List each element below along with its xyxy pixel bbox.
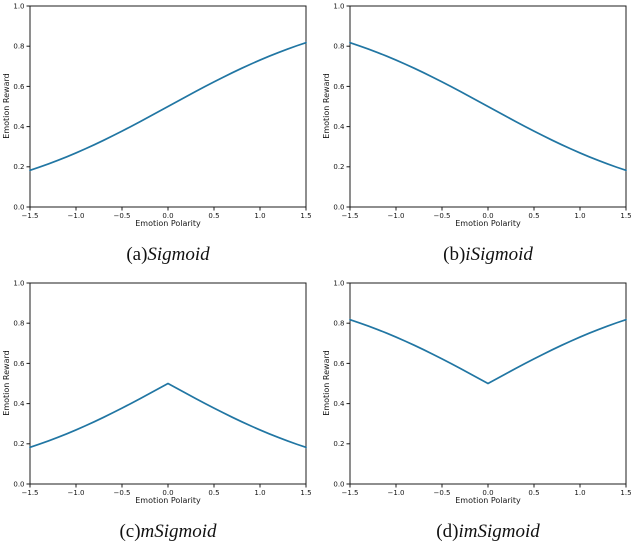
x-tick-label: 1.0 bbox=[254, 489, 265, 497]
caption-b: (b)iSigmoid bbox=[350, 244, 626, 266]
y-tick-label: 0.8 bbox=[13, 43, 24, 51]
x-tick-label: 1.0 bbox=[254, 212, 265, 220]
caption-prefix: (a) bbox=[126, 244, 148, 265]
x-tick-label: 1.0 bbox=[574, 489, 585, 497]
y-tick-label: 0.0 bbox=[333, 480, 344, 488]
x-axis-label: Emotion Polarity bbox=[135, 219, 201, 228]
curve-c bbox=[29, 382, 307, 449]
plot-canvas-c: −1.5 −1.0 −0.5 0.0 0.5 1.0 1.5 0.0 0.2 0.4 0.6 0.8 1… bbox=[2, 279, 312, 505]
y-tick-label: 0.0 bbox=[13, 480, 24, 488]
y-tick-label: 0.8 bbox=[333, 320, 344, 328]
y-tick-label: 0.6 bbox=[13, 360, 25, 368]
x-axis-label: Emotion Polarity bbox=[455, 219, 521, 228]
subplot-d-imsigmoid: −1.5 −1.0 −0.5 0.0 0.5 1.0 1.5 0.0 0.2 0.4 0.6 0.8 1… bbox=[320, 277, 640, 554]
caption-prefix: (b) bbox=[443, 244, 466, 265]
x-axis-label: Emotion Polarity bbox=[135, 496, 201, 505]
plot-canvas-d: −1.5 −1.0 −0.5 0.0 0.5 1.0 1.5 0.0 0.2 0.4 0.6 0.8 1… bbox=[322, 279, 632, 505]
x-tick-label: −1.0 bbox=[388, 489, 405, 497]
y-tick-label: 0.4 bbox=[13, 400, 25, 408]
caption-label: Sigmoid bbox=[147, 244, 210, 265]
x-tick-label: −1.0 bbox=[388, 212, 405, 220]
caption-c: (c)mSigmoid bbox=[30, 521, 306, 543]
y-axis-label: Emotion Reward bbox=[2, 350, 11, 415]
y-tick-label: 0.4 bbox=[13, 123, 25, 131]
x-tick-label: −1.0 bbox=[68, 489, 85, 497]
y-axis-label: Emotion Reward bbox=[322, 350, 331, 415]
y-tick-label: 0.8 bbox=[13, 320, 24, 328]
x-tick-label: −1.0 bbox=[68, 212, 85, 220]
subplot-b-isigmoid: −1.5 −1.0 −0.5 0.0 0.5 1.0 1.5 0.0 0.2 0.4 0.6 0.8 1… bbox=[320, 0, 640, 277]
x-tick-label: 0.5 bbox=[528, 212, 539, 220]
y-tick-label: 1.0 bbox=[13, 279, 24, 287]
x-tick-label: 0.0 bbox=[482, 489, 493, 497]
x-tick-label: −1.5 bbox=[342, 212, 359, 220]
y-tick-label: 0.6 bbox=[13, 83, 25, 91]
caption-prefix: (d) bbox=[436, 521, 459, 542]
x-tick-label: −1.5 bbox=[22, 212, 39, 220]
x-tick-label: 0.0 bbox=[482, 212, 493, 220]
x-tick-label: 0.0 bbox=[162, 212, 173, 220]
y-tick-label: 0.6 bbox=[333, 83, 345, 91]
curve-b bbox=[349, 41, 627, 172]
curve-d bbox=[349, 318, 627, 385]
y-axis-label: Emotion Reward bbox=[322, 73, 331, 138]
y-tick-label: 1.0 bbox=[13, 2, 24, 10]
x-tick-label: 0.5 bbox=[528, 489, 539, 497]
y-tick-label: 0.2 bbox=[13, 163, 24, 171]
x-tick-label: 0.5 bbox=[208, 212, 219, 220]
y-axis-label: Emotion Reward bbox=[2, 73, 11, 138]
y-tick-label: 1.0 bbox=[333, 279, 344, 287]
y-tick-label: 0.8 bbox=[333, 43, 344, 51]
x-tick-label: −0.5 bbox=[434, 212, 451, 220]
subplot-a-sigmoid: −1.5 −1.0 −0.5 0.0 0.5 1.0 1.5 0.0 0.2 0.4 0.6 0.8 1… bbox=[0, 0, 320, 277]
y-tick-label: 0.0 bbox=[13, 203, 24, 211]
x-tick-label: 1.5 bbox=[620, 489, 631, 497]
y-tick-label: 0.2 bbox=[333, 163, 344, 171]
plot-canvas-a: −1.5 −1.0 −0.5 0.0 0.5 1.0 1.5 0.0 0.2 0.4 0.6 0.8 1… bbox=[2, 2, 312, 228]
y-tick-label: 0.2 bbox=[13, 440, 24, 448]
caption-prefix: (c) bbox=[119, 521, 141, 542]
subplot-c-msigmoid: −1.5 −1.0 −0.5 0.0 0.5 1.0 1.5 0.0 0.2 0.4 0.6 0.8 1… bbox=[0, 277, 320, 554]
y-tick-label: 0.4 bbox=[333, 123, 345, 131]
x-tick-label: 0.5 bbox=[208, 489, 219, 497]
x-tick-label: −1.5 bbox=[342, 489, 359, 497]
x-tick-label: 1.5 bbox=[300, 489, 311, 497]
caption-d: (d)imSigmoid bbox=[350, 521, 626, 543]
y-tick-label: 0.0 bbox=[333, 203, 344, 211]
plot-canvas-b: −1.5 −1.0 −0.5 0.0 0.5 1.0 1.5 0.0 0.2 0.4 0.6 0.8 1… bbox=[322, 2, 632, 228]
x-tick-label: 0.0 bbox=[162, 489, 173, 497]
x-tick-label: 1.5 bbox=[300, 212, 311, 220]
y-tick-label: 1.0 bbox=[333, 2, 344, 10]
y-tick-label: 0.4 bbox=[333, 400, 345, 408]
caption-label: iSigmoid bbox=[465, 244, 533, 265]
x-tick-label: 1.5 bbox=[620, 212, 631, 220]
caption-label: imSigmoid bbox=[458, 521, 540, 542]
caption-a: (a)Sigmoid bbox=[30, 244, 306, 266]
x-tick-label: −0.5 bbox=[434, 489, 451, 497]
y-tick-label: 0.2 bbox=[333, 440, 344, 448]
x-tick-label: 1.0 bbox=[574, 212, 585, 220]
curve-a bbox=[29, 41, 307, 172]
y-tick-label: 0.6 bbox=[333, 360, 345, 368]
caption-label: mSigmoid bbox=[140, 521, 217, 542]
x-tick-label: −0.5 bbox=[114, 212, 131, 220]
x-tick-label: −0.5 bbox=[114, 489, 131, 497]
x-tick-label: −1.5 bbox=[22, 489, 39, 497]
x-axis-label: Emotion Polarity bbox=[455, 496, 521, 505]
